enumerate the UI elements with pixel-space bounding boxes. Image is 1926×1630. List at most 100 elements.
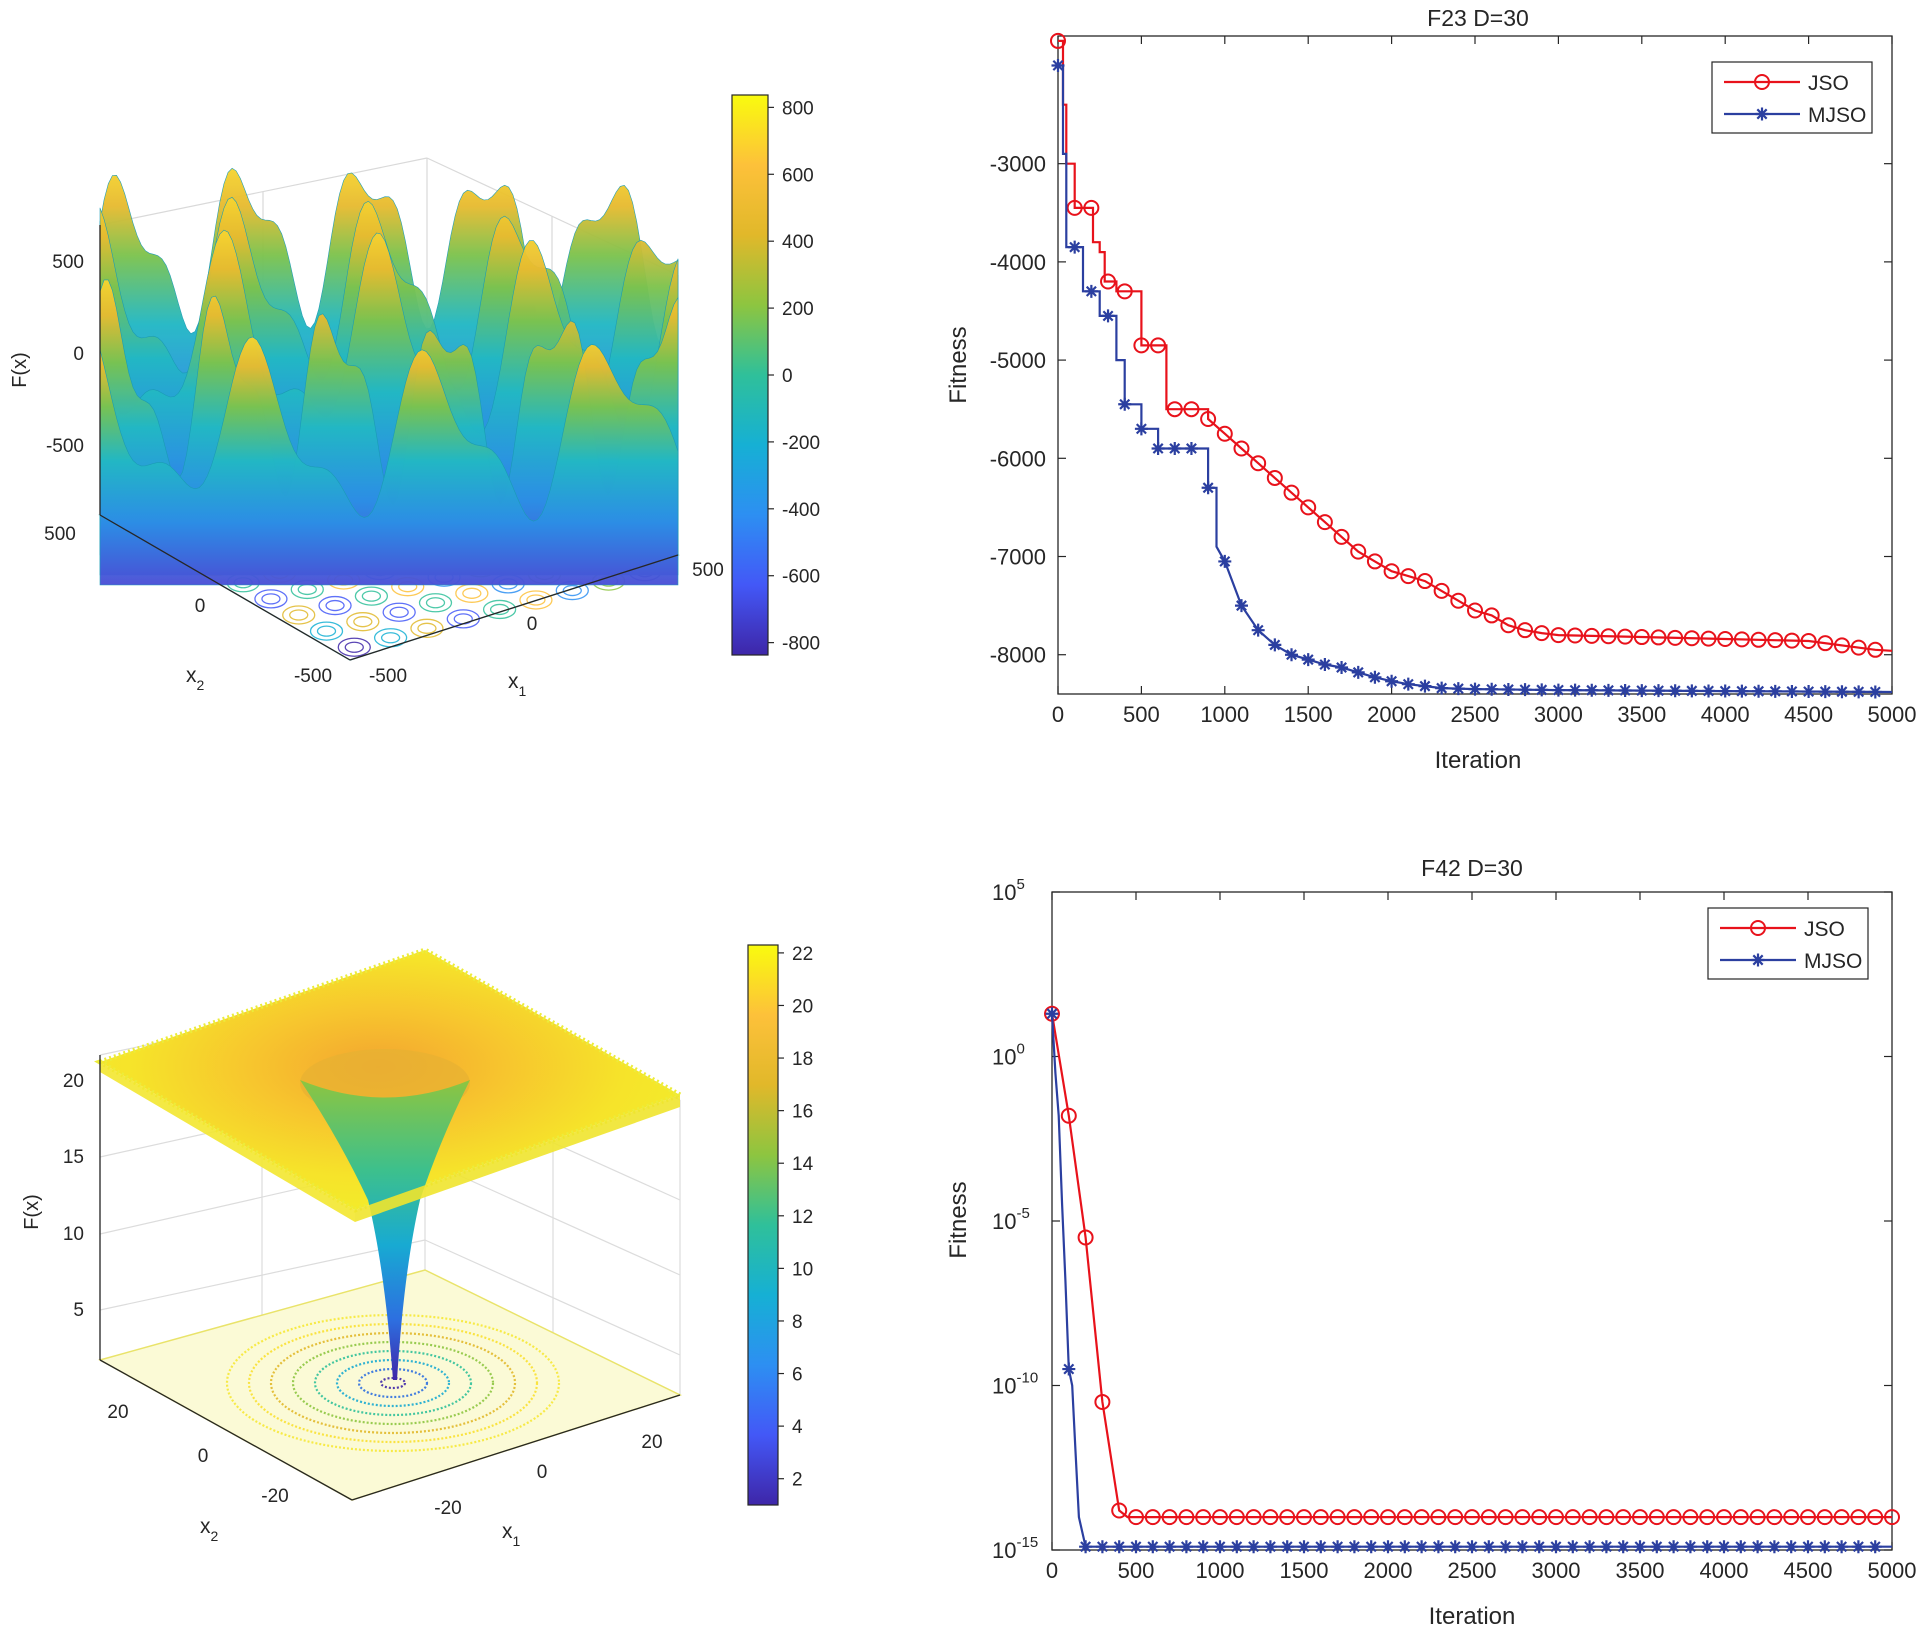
data-point-mjso	[1418, 679, 1432, 693]
data-point-mjso	[1768, 684, 1782, 698]
legend-entry-jso: JSO	[1808, 72, 1849, 95]
data-point-mjso	[1583, 1540, 1597, 1554]
x-tick-label: 3500	[1617, 702, 1666, 727]
data-point-jso	[1233, 440, 1250, 457]
data-point-mjso	[1585, 683, 1599, 697]
legend: JSO MJSO	[1707, 907, 1869, 980]
surface-plot-f42: 20 15 10 5 20 0 -20 -20 0 20 F(x) x2 x1	[21, 947, 686, 1549]
contour-ring	[337, 637, 371, 657]
x-tick-label: 3000	[1534, 702, 1583, 727]
contour-ring	[344, 641, 364, 653]
contour-ring	[562, 584, 582, 597]
x-tick-label: 500	[692, 560, 724, 581]
y-tick-label: 10-15	[992, 1534, 1038, 1563]
data-point-mjso	[1385, 674, 1399, 688]
z-tick-label: 10	[63, 1224, 84, 1245]
data-point-mjso	[1802, 685, 1816, 699]
data-point-jso	[1296, 1509, 1312, 1526]
contour-ring	[316, 625, 337, 637]
data-point-mjso	[1568, 683, 1582, 697]
contour-ring	[361, 590, 382, 602]
surface-z-ticks: 500 0 -500	[46, 252, 84, 457]
data-point-mjso	[1134, 422, 1148, 436]
x-tick-label: 0	[1052, 702, 1064, 727]
colorbar-tick-label: 8	[792, 1312, 803, 1333]
data-point-jso	[1116, 283, 1133, 300]
surface-y-ticks: 500 0 -500	[44, 524, 332, 687]
data-point-mjso	[1633, 1540, 1647, 1554]
data-point-mjso	[1551, 683, 1565, 697]
contour-ring	[289, 609, 309, 621]
data-point-jso	[1564, 1509, 1581, 1526]
data-point-mjso	[1601, 683, 1615, 697]
data-point-jso	[1533, 625, 1550, 642]
data-point-jso	[1413, 1509, 1430, 1526]
data-point-mjso	[1196, 1540, 1210, 1554]
data-point-mjso	[1735, 684, 1749, 698]
data-point-jso	[1279, 1509, 1296, 1526]
data-point-mjso	[1767, 1540, 1781, 1554]
data-point-jso	[1733, 631, 1750, 648]
data-point-mjso	[1095, 1540, 1109, 1554]
data-point-jso	[1497, 1509, 1514, 1526]
surface-plateau-edge	[100, 1062, 355, 1222]
x-tick-label: 2000	[1364, 1558, 1413, 1583]
data-point-mjso	[1301, 653, 1315, 667]
colorbar-tick-label: 200	[782, 299, 814, 320]
data-point-mjso	[1381, 1540, 1395, 1554]
series-mjso	[1045, 1007, 1892, 1554]
data-point-jso	[1266, 469, 1283, 486]
data-point-mjso	[1717, 1540, 1731, 1554]
y-tick-label: 0	[195, 596, 206, 617]
y-tick-label: -3000	[990, 152, 1046, 177]
data-point-mjso	[1501, 682, 1515, 696]
data-point-jso	[1329, 1509, 1346, 1526]
data-point-jso	[1312, 1509, 1329, 1526]
data-point-jso	[1632, 1509, 1648, 1526]
colorbar-tick-label: 2	[792, 1470, 803, 1491]
y-axis-ticks: 105 100 10-5 10-10 10-15	[992, 876, 1892, 1563]
data-point-mjso	[1163, 1540, 1177, 1554]
y-tick-label: 0	[198, 1446, 209, 1467]
data-point-mjso	[1518, 683, 1532, 697]
data-point-jso	[1732, 1509, 1749, 1526]
data-point-jso	[1161, 1509, 1178, 1526]
data-point-jso	[1350, 543, 1367, 560]
x-tick-label: 4500	[1784, 1558, 1833, 1583]
data-point-mjso	[1364, 1540, 1378, 1554]
plot-area	[1057, 35, 1893, 695]
data-point-jso	[1366, 553, 1383, 570]
contour-ring	[254, 589, 288, 609]
contour-ring	[425, 597, 446, 609]
data-point-mjso	[1635, 684, 1649, 698]
x-tick-label: 0	[1046, 1558, 1058, 1583]
data-point-jso	[1816, 1509, 1833, 1526]
data-point-jso	[1615, 1509, 1632, 1526]
x-axis-label: x1	[508, 670, 527, 699]
data-point-jso	[1430, 1509, 1447, 1526]
x-tick-label: 3500	[1616, 1558, 1665, 1583]
x-tick-label: 3000	[1532, 1558, 1581, 1583]
chart-title: F42 D=30	[1421, 855, 1523, 881]
y-axis-label: x2	[186, 664, 205, 693]
data-point-jso	[1682, 1509, 1699, 1526]
data-point-jso	[1749, 1509, 1766, 1526]
contour-ring	[318, 595, 352, 616]
data-point-jso	[1548, 1509, 1564, 1526]
x-tick-label: 1500	[1280, 1558, 1329, 1583]
data-point-jso	[1750, 631, 1767, 648]
data-point-mjso	[1566, 1540, 1580, 1554]
z-tick-label: 0	[73, 344, 84, 365]
data-point-jso	[1514, 1509, 1531, 1526]
data-point-mjso	[1685, 684, 1699, 698]
data-point-mjso	[1268, 638, 1282, 652]
data-point-jso	[1517, 622, 1534, 639]
contour-ring	[313, 1349, 473, 1417]
data-point-mjso	[1818, 685, 1832, 699]
colorbar-tick-label: 4	[792, 1417, 803, 1438]
y-tick-label: -6000	[990, 446, 1046, 471]
series-line-jso	[1058, 39, 1893, 652]
data-point-jso	[1195, 1509, 1212, 1526]
data-point-jso	[1262, 1509, 1279, 1526]
data-point-mjso	[1401, 677, 1415, 691]
